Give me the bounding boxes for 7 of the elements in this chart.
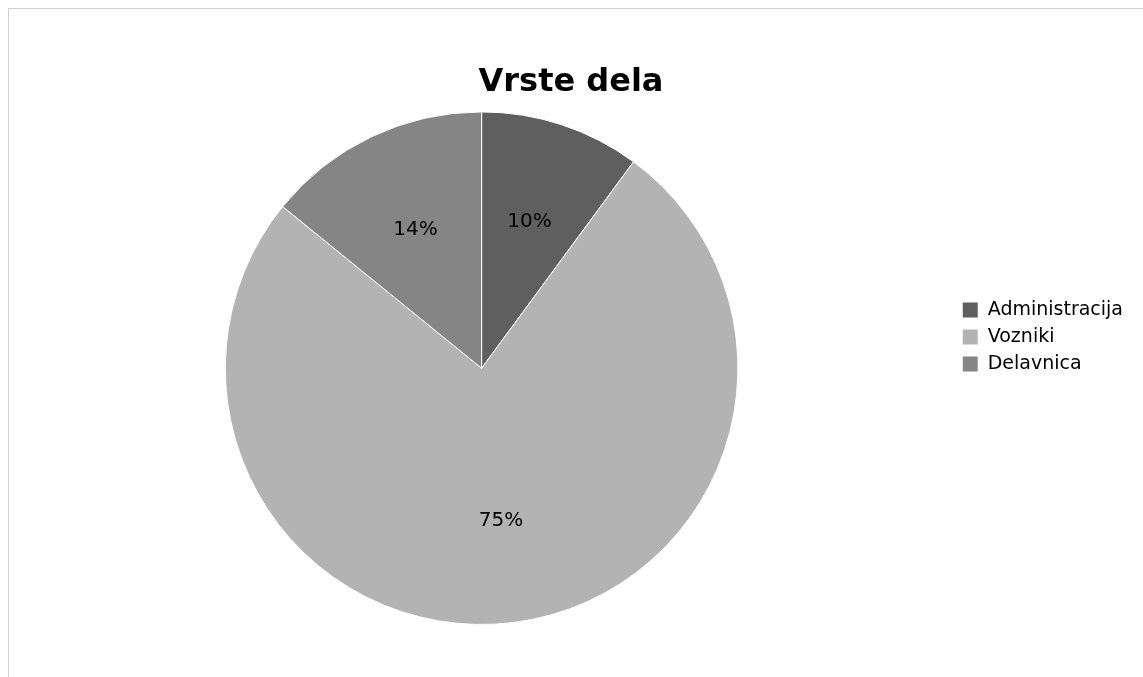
data-label: 75% bbox=[478, 506, 524, 531]
legend-label: Vozniki bbox=[987, 323, 1055, 346]
chart-title: Vrste dela bbox=[478, 60, 664, 99]
legend-label: Delavnica bbox=[987, 350, 1082, 373]
data-label: 10% bbox=[507, 208, 552, 233]
legend-label: Administracija bbox=[987, 296, 1124, 319]
data-label: 14% bbox=[393, 215, 438, 240]
